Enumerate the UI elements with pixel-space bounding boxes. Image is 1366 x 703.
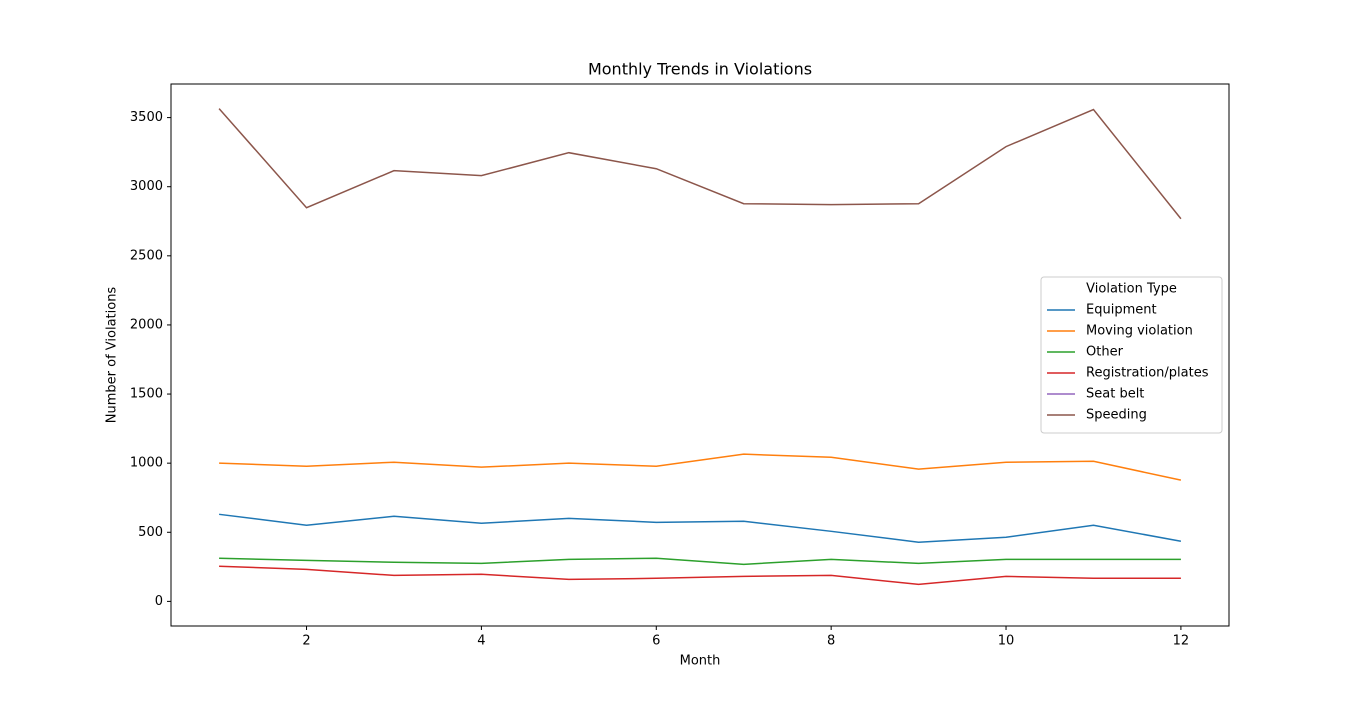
x-tick-label: 12 [1173,634,1190,649]
legend-box [1040,276,1223,434]
legend-label: Moving violation [1086,324,1193,339]
y-tick-label: 0 [155,594,163,609]
y-axis-label: Number of Violations [105,287,120,424]
chart-title: Monthly Trends in Violations [588,60,812,79]
legend-title: Violation Type [1086,282,1177,297]
y-tick-label: 1500 [130,387,163,402]
series-line [218,108,1182,220]
legend-label: Registration/plates [1086,366,1209,381]
legend-label: Seat belt [1086,387,1144,402]
y-tick-label: 2500 [130,248,163,263]
series-line [218,513,1182,543]
y-tick-label: 3500 [130,110,163,125]
y-tick-label: 1000 [130,456,163,471]
x-tick-label: 4 [477,634,485,649]
series-line [219,453,1182,481]
legend-label: Other [1086,345,1124,360]
y-tick-label: 3000 [130,179,163,194]
x-tick-label: 10 [998,634,1015,649]
y-tick-label: 500 [138,525,163,540]
x-tick-label: 8 [827,634,835,649]
x-tick-label: 2 [302,634,310,649]
legend-label: Speeding [1086,408,1147,423]
x-tick-label: 6 [652,634,660,649]
legend-label: Equipment [1086,303,1157,318]
y-tick-label: 2000 [130,317,163,332]
series-line [219,557,1181,566]
series-line [219,565,1181,586]
plot-frame [170,83,1230,627]
x-axis-label: Month [680,654,721,669]
